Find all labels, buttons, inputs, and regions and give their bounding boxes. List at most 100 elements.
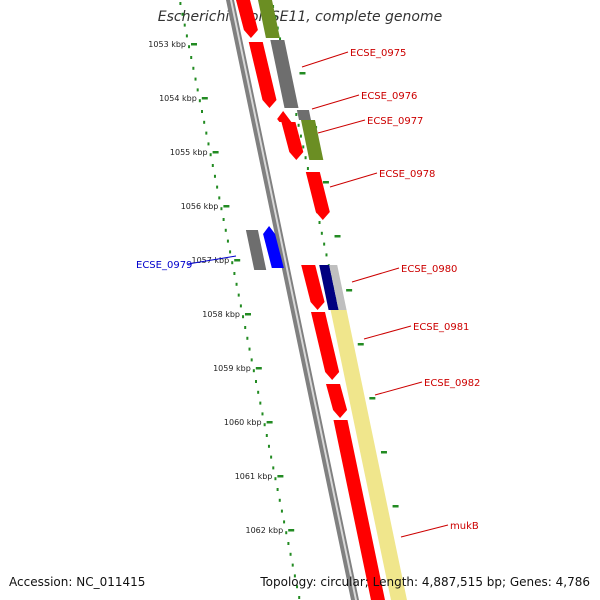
ruler-dot (192, 66, 195, 70)
ruler-dot (205, 131, 208, 135)
ruler-label: 1056 kbp (181, 202, 219, 211)
ruler-major-tick (191, 43, 197, 46)
leader-line (301, 51, 349, 68)
ruler-major-tick (255, 367, 262, 370)
ruler-dot (220, 207, 223, 211)
ruler-dot (257, 390, 260, 394)
gene-ecse-0982 (325, 384, 348, 418)
gene-label: ECSE_0977 (367, 116, 423, 127)
gene-olive (258, 0, 280, 38)
gene-ecse-0976 (270, 40, 299, 108)
boundary-major-tick (369, 397, 376, 400)
gene-ecse-0979 (245, 230, 267, 270)
ruler-major-ticks (191, 43, 295, 532)
genome-backbone-highlight (230, 0, 357, 600)
gene-label: mukB (450, 521, 479, 532)
ruler-dot (231, 261, 234, 265)
ruler-dot (213, 174, 216, 178)
gene-navy (319, 265, 339, 310)
ruler-dot (248, 347, 251, 351)
ruler-dot (250, 358, 253, 362)
gene-label: ECSE_0975 (350, 48, 406, 59)
gene-mukb (330, 310, 407, 600)
gene-ecse-0975 (248, 42, 277, 108)
ruler-label: 1060 kbp (224, 418, 262, 427)
genome-summary-text: Topology: circular; Length: 4,887,515 bp… (260, 575, 590, 589)
boundary-dot (304, 156, 307, 160)
boundary-major-tick (334, 235, 341, 238)
gene-labels: ECSE_0975 ECSE_0976 ECSE_0977 ECSE_0978 ECSE… (136, 48, 480, 532)
ruler-label: 1055 kbp (170, 148, 208, 157)
ruler-dot (274, 477, 277, 481)
gene-ecse-0977-red (281, 122, 304, 160)
ruler-dot (239, 304, 242, 308)
ruler-label: 1062 kbp (245, 526, 283, 535)
gene-label: ECSE_0979 (136, 260, 192, 271)
ruler-dot (237, 293, 240, 297)
gene-gray-small (296, 110, 311, 120)
gene-red-long (333, 420, 385, 600)
ruler-dot (287, 542, 290, 545)
gene-label: ECSE_0976 (361, 91, 417, 102)
ruler-dot (242, 315, 245, 319)
ruler-dot (265, 434, 268, 437)
ruler-dot (270, 455, 273, 459)
ruler-label: 1059 kbp (213, 364, 251, 373)
leader-line (351, 267, 400, 283)
ruler-major-tick (234, 259, 241, 262)
ruler-dot (261, 412, 264, 416)
gene-ecse-0981 (310, 312, 340, 380)
boundary-dot (302, 145, 305, 149)
leader-line (400, 524, 449, 538)
gene-blue (263, 226, 284, 268)
ruler-dot (235, 282, 238, 286)
ruler-dot (276, 488, 279, 491)
leader-line (329, 172, 378, 188)
ruler-dot (203, 120, 206, 124)
ruler-dot (181, 12, 184, 16)
boundary-dot (279, 37, 282, 41)
ruler-dot (229, 250, 232, 254)
ruler-dot (278, 498, 281, 502)
ruler-label: 1053 kbp (148, 40, 186, 49)
boundary-dot (323, 242, 326, 246)
ruler-dot (263, 423, 266, 427)
boundary-major-tick (392, 505, 399, 508)
boundary-major-tick (357, 343, 364, 346)
ruler-dot (293, 574, 296, 578)
leader-line (374, 381, 423, 396)
ruler-major-tick (201, 97, 208, 100)
ruler-dot (179, 2, 182, 5)
ruler-dot (226, 239, 229, 243)
ruler-dot (201, 110, 203, 113)
boundary-dot (295, 113, 298, 116)
ruler-dot (209, 153, 212, 157)
label-leader-lines (187, 51, 449, 538)
ruler-dot (196, 88, 199, 92)
ruler-dot (291, 563, 294, 567)
ruler-dot (289, 552, 292, 556)
ruler-major-tick (245, 313, 251, 316)
ruler-dot (252, 369, 255, 373)
gene-label: ECSE_0982 (424, 378, 480, 389)
ruler-major-tick (223, 205, 230, 208)
ruler-dot (207, 142, 210, 146)
ruler-label: 1054 kbp (159, 94, 197, 103)
boundary-major-tick (380, 451, 387, 454)
ruler-dot (255, 380, 257, 383)
ruler-dot (188, 45, 191, 49)
leader-line (317, 119, 366, 134)
gene-label: ECSE_0978 (379, 169, 435, 180)
leader-line (311, 94, 360, 110)
boundary-dot (320, 231, 323, 235)
ruler-dot (244, 326, 247, 329)
ruler-major-tick (212, 151, 219, 154)
ruler-major-tick (266, 421, 273, 424)
accession-text: Accession: NC_011415 (9, 575, 146, 589)
ruler-dot (296, 585, 299, 589)
ruler-label: 1061 kbp (235, 472, 273, 481)
leader-line (363, 325, 412, 340)
ruler-major-tick (277, 475, 284, 478)
